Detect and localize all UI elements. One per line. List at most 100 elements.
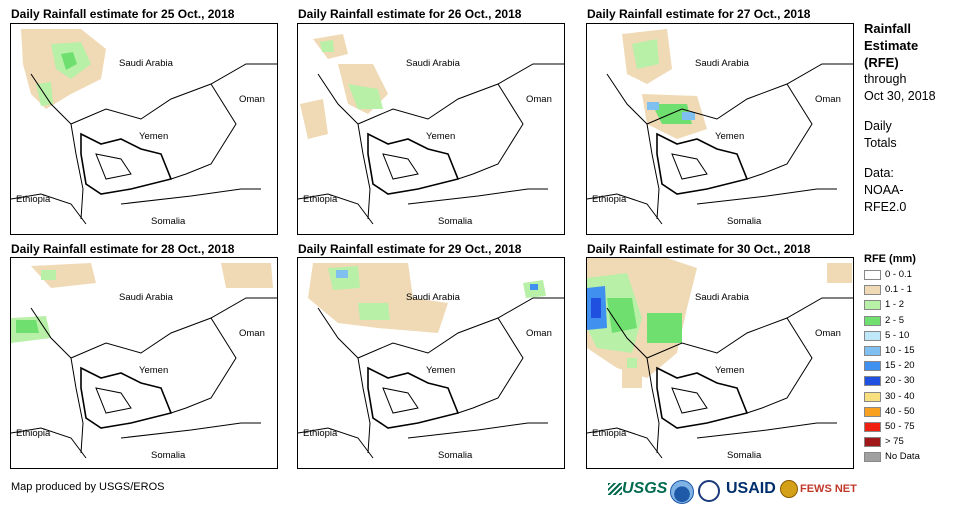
usgs-logo: USGS <box>608 480 667 498</box>
panel-title-30: Daily Rainfall estimate for 30 Oct., 201… <box>587 242 811 256</box>
map-boundaries <box>587 297 853 459</box>
map-panel-30: Saudi Arabia Oman Yemen Ethiopia Somalia <box>586 257 854 469</box>
panel-title-26: Daily Rainfall estimate for 26 Oct., 201… <box>298 7 522 21</box>
label-saudi-arabia: Saudi Arabia <box>119 58 173 69</box>
rainfall-overlay <box>300 34 388 139</box>
map-drawing <box>11 263 277 459</box>
label-saudi-arabia: Saudi Arabia <box>695 58 749 69</box>
panel-title-29: Daily Rainfall estimate for 29 Oct., 201… <box>298 242 522 256</box>
side-totals: Totals <box>864 136 897 150</box>
side-title-line1: Rainfall <box>864 21 911 36</box>
label-oman: Oman <box>239 328 265 339</box>
map-drawing <box>587 258 853 459</box>
legend-swatch <box>864 361 881 372</box>
map-panel-27: Saudi Arabia Oman Yemen Ethiopia Somalia <box>586 23 854 235</box>
label-yemen: Yemen <box>426 365 456 376</box>
nasa-seal-icon <box>698 480 720 502</box>
fews-globe-icon <box>780 480 798 498</box>
usaid-logo: USAID <box>726 480 776 497</box>
map-panel-28: Saudi Arabia Oman Yemen Ethiopia Somalia <box>10 257 278 469</box>
label-somalia: Somalia <box>151 216 186 227</box>
label-yemen: Yemen <box>139 131 169 142</box>
legend-label: 40 - 50 <box>885 405 915 417</box>
legend-swatch <box>864 391 881 402</box>
side-through: through <box>864 72 907 86</box>
map-boundaries <box>587 63 853 225</box>
map-drawing <box>587 29 853 225</box>
map-panel-26: Saudi Arabia Oman Yemen Ethiopia Somalia <box>297 23 565 235</box>
label-yemen: Yemen <box>715 365 745 376</box>
label-somalia: Somalia <box>438 450 473 461</box>
label-somalia: Somalia <box>438 216 473 227</box>
legend-label: 1 - 2 <box>885 299 905 311</box>
credit-text: Map produced by USGS/EROS <box>11 481 165 493</box>
label-ethiopia: Ethiopia <box>16 194 51 205</box>
label-ethiopia: Ethiopia <box>303 428 338 439</box>
side-title-line2: Estimate <box>864 38 919 53</box>
panel-title-27: Daily Rainfall estimate for 27 Oct., 201… <box>587 7 811 21</box>
label-ethiopia: Ethiopia <box>592 428 627 439</box>
rainfall-overlay <box>11 263 273 343</box>
map-panel-29: Saudi Arabia Oman Yemen Ethiopia Somalia <box>297 257 565 469</box>
map-boundaries <box>298 297 564 459</box>
legend-label: 0 - 0.1 <box>885 269 912 280</box>
label-oman: Oman <box>815 94 841 105</box>
side-data-source: NOAA- <box>864 183 904 197</box>
label-somalia: Somalia <box>727 216 762 227</box>
noaa-logo-icon <box>670 480 694 504</box>
label-oman: Oman <box>815 328 841 339</box>
rainfall-overlay <box>308 263 546 333</box>
legend-label: 0.1 - 1 <box>885 284 912 296</box>
label-saudi-arabia: Saudi Arabia <box>695 292 749 303</box>
side-title-line3: (RFE) <box>864 55 899 70</box>
legend-swatch <box>864 437 881 448</box>
rainfall-overlay <box>622 29 707 139</box>
legend-swatch <box>864 406 881 417</box>
legend-title: RFE (mm) <box>864 253 916 265</box>
label-oman: Oman <box>239 94 265 105</box>
panel-title-25: Daily Rainfall estimate for 25 Oct., 201… <box>11 7 235 21</box>
fews-net-logo: FEWS NET <box>780 480 857 498</box>
label-yemen: Yemen <box>139 365 169 376</box>
legend-label: > 75 <box>885 436 904 448</box>
map-drawing <box>298 34 564 225</box>
label-ethiopia: Ethiopia <box>16 428 51 439</box>
legend-label: 50 - 75 <box>885 421 915 432</box>
usgs-icon <box>608 482 622 495</box>
map-drawing <box>298 263 564 459</box>
map-drawing <box>11 29 277 225</box>
legend-swatch <box>864 315 881 326</box>
legend-label: 5 - 10 <box>885 329 910 341</box>
panel-title-28: Daily Rainfall estimate for 28 Oct., 201… <box>11 242 235 256</box>
label-oman: Oman <box>526 94 552 105</box>
legend-swatch <box>864 422 881 432</box>
legend-swatch <box>864 346 881 356</box>
label-somalia: Somalia <box>151 450 186 461</box>
label-yemen: Yemen <box>426 131 456 142</box>
legend-label: 30 - 40 <box>885 390 915 402</box>
rainfall-overlay <box>21 29 106 109</box>
legend-swatch <box>864 330 881 341</box>
legend-label: 20 - 30 <box>885 375 915 387</box>
legend-swatch <box>864 285 881 296</box>
label-oman: Oman <box>526 328 552 339</box>
side-daily: Daily <box>864 119 892 133</box>
legend-label: 10 - 15 <box>885 345 915 356</box>
side-data-version: RFE2.0 <box>864 200 907 214</box>
legend-label: 15 - 20 <box>885 360 915 372</box>
legend-swatch <box>864 376 881 387</box>
legend-label: 2 - 5 <box>885 314 905 326</box>
legend-swatch <box>864 452 881 463</box>
map-boundaries <box>298 63 564 225</box>
map-panel-25: Saudi Arabia Oman Yemen Ethiopia Somalia <box>10 23 278 235</box>
map-boundaries <box>11 63 277 225</box>
label-yemen: Yemen <box>715 131 745 142</box>
legend-swatch <box>864 270 881 280</box>
side-info: Rainfall Estimate (RFE) through Oct 30, … <box>864 20 936 216</box>
legend-label: No Data <box>885 451 920 463</box>
side-date: Oct 30, 2018 <box>864 89 936 103</box>
label-saudi-arabia: Saudi Arabia <box>406 292 460 303</box>
label-saudi-arabia: Saudi Arabia <box>406 58 460 69</box>
side-data-label: Data: <box>864 166 894 180</box>
label-somalia: Somalia <box>727 450 762 461</box>
